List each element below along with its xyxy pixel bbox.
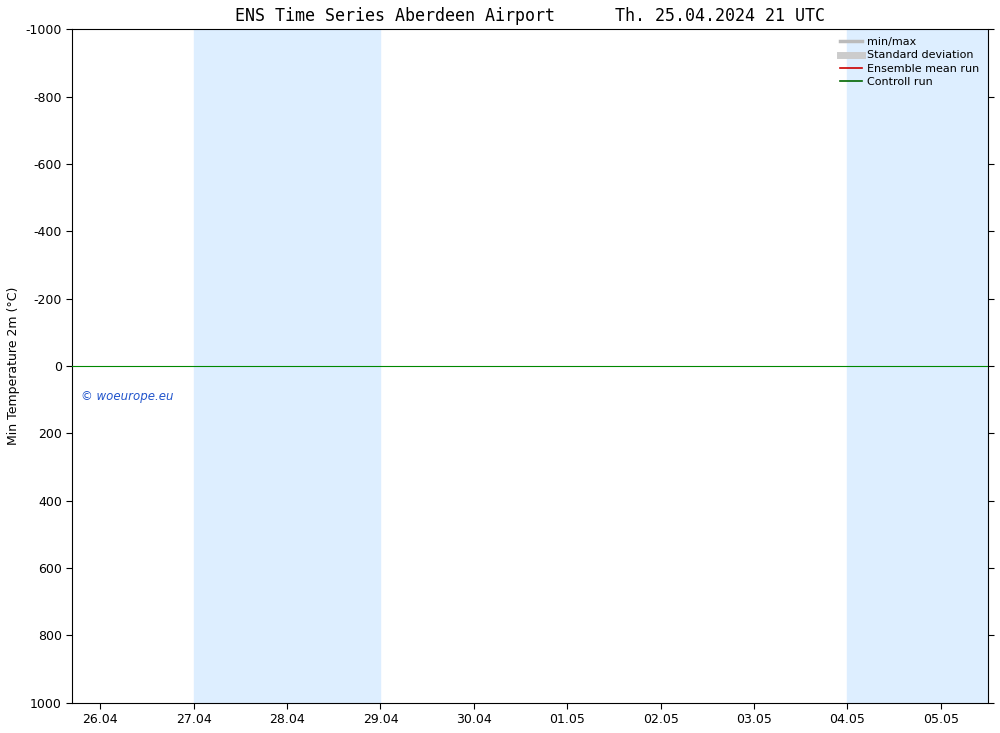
Title: ENS Time Series Aberdeen Airport      Th. 25.04.2024 21 UTC: ENS Time Series Aberdeen Airport Th. 25.… bbox=[235, 7, 825, 25]
Text: © woeurope.eu: © woeurope.eu bbox=[81, 389, 174, 402]
Bar bbox=[847, 29, 1000, 703]
Bar bbox=[194, 29, 380, 703]
Y-axis label: Min Temperature 2m (°C): Min Temperature 2m (°C) bbox=[7, 287, 20, 445]
Legend: min/max, Standard deviation, Ensemble mean run, Controll run: min/max, Standard deviation, Ensemble me… bbox=[835, 32, 984, 92]
